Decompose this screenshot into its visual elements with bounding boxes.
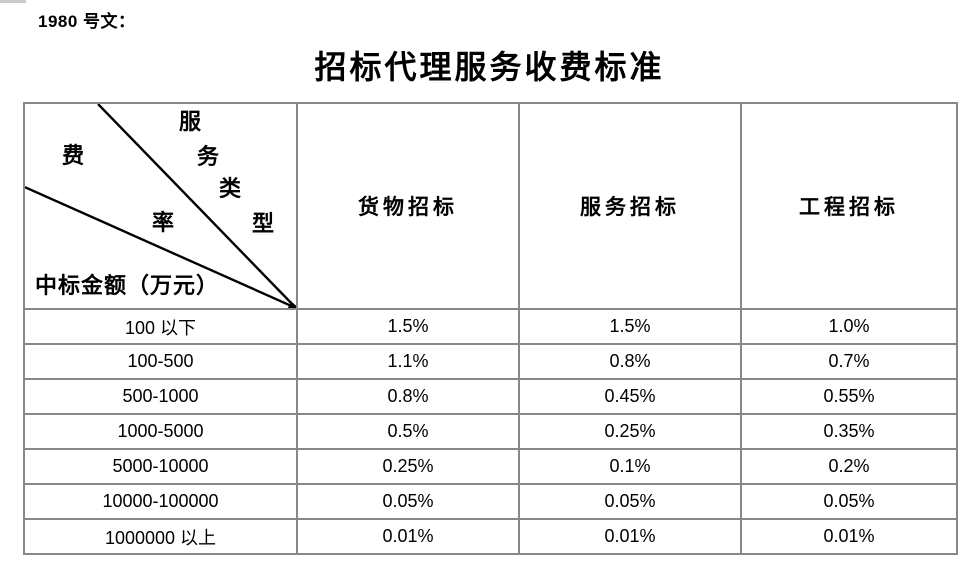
table-row: 1000-5000 0.5% 0.25% 0.35%: [23, 413, 958, 450]
column-header-goods: 货物招标: [296, 102, 520, 310]
rate-cell: 0.01%: [518, 518, 742, 555]
table-row: 10000-100000 0.05% 0.05% 0.05%: [23, 483, 958, 520]
table-row: 100-500 1.1% 0.8% 0.7%: [23, 343, 958, 380]
rate-cell: 0.8%: [518, 343, 742, 380]
arrowhead-icon: [288, 301, 295, 307]
table-row: 1000000 以上 0.01% 0.01% 0.01%: [23, 518, 958, 555]
rate-cell: 0.25%: [296, 448, 520, 485]
fee-standard-table: 服 费 务 类 率 型 中标金额（万元） 货物招标 服务招标 工程招标 100 …: [23, 102, 958, 555]
rate-cell: 1.0%: [740, 308, 958, 345]
page-title: 招标代理服务收费标准: [314, 49, 665, 85]
scan-edge-artifact: [0, 0, 26, 3]
column-header-services: 服务招标: [518, 102, 742, 310]
rate-cell: 0.45%: [518, 378, 742, 415]
amount-range-cell: 1000000 以上: [23, 518, 298, 555]
axis-label-service-char3: 类: [219, 176, 242, 201]
rate-cell: 0.7%: [740, 343, 958, 380]
column-header-engineering: 工程招标: [740, 102, 958, 310]
rate-cell: 0.2%: [740, 448, 958, 485]
axis-label-service-char2: 务: [197, 144, 220, 169]
rate-cell: 0.01%: [296, 518, 520, 555]
rate-cell: 0.25%: [518, 413, 742, 450]
rate-cell: 0.35%: [740, 413, 958, 450]
rate-cell: 1.5%: [296, 308, 520, 345]
axis-label-fee-char1: 费: [62, 143, 85, 168]
amount-range-cell: 10000-100000: [23, 483, 298, 520]
document-number: 1980 号文：: [38, 12, 136, 31]
header-row: 服 费 务 类 率 型 中标金额（万元） 货物招标 服务招标 工程招标: [23, 102, 958, 310]
amount-range-cell: 100-500: [23, 343, 298, 380]
amount-axis-label: 中标金额（万元）: [35, 273, 220, 298]
axis-label-service-char4: 型: [252, 211, 275, 236]
rate-cell: 1.1%: [296, 343, 520, 380]
rate-cell: 0.05%: [740, 483, 958, 520]
amount-range-cell: 1000-5000: [23, 413, 298, 450]
rate-cell: 0.05%: [518, 483, 742, 520]
table-row: 100 以下 1.5% 1.5% 1.0%: [23, 308, 958, 345]
amount-range-cell: 100 以下: [23, 308, 298, 345]
rate-cell: 0.55%: [740, 378, 958, 415]
rate-cell: 0.1%: [518, 448, 742, 485]
table-row: 5000-10000 0.25% 0.1% 0.2%: [23, 448, 958, 485]
amount-range-cell: 500-1000: [23, 378, 298, 415]
table-row: 500-1000 0.8% 0.45% 0.55%: [23, 378, 958, 415]
amount-range-cell: 5000-10000: [23, 448, 298, 485]
diagonal-header-cell: 服 费 务 类 率 型 中标金额（万元）: [23, 102, 298, 310]
rate-cell: 0.5%: [296, 413, 520, 450]
rate-cell: 0.01%: [740, 518, 958, 555]
rate-cell: 0.8%: [296, 378, 520, 415]
rate-cell: 0.05%: [296, 483, 520, 520]
axis-label-fee-char2: 率: [152, 210, 175, 235]
rate-cell: 1.5%: [518, 308, 742, 345]
axis-label-service-char1: 服: [179, 109, 202, 134]
